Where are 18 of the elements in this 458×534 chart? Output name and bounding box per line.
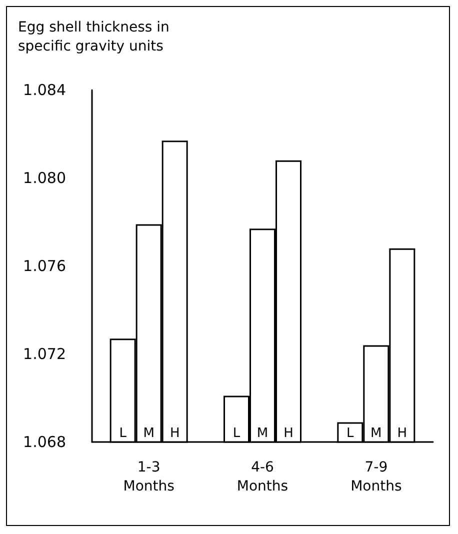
series-label: M bbox=[143, 426, 154, 441]
text: H bbox=[284, 426, 294, 441]
x-tick-label: 4-6 Months bbox=[236, 460, 288, 494]
y-tick-label: 1.080 bbox=[23, 169, 66, 187]
x-tick-label: 7-9 Months bbox=[350, 460, 402, 494]
text: L bbox=[346, 426, 354, 441]
y-axis-title: Egg shell thickness in specific gravity units bbox=[18, 20, 170, 54]
text: L bbox=[232, 426, 240, 441]
series-label: H bbox=[170, 426, 180, 441]
x-tick-label: 1-3 Months bbox=[123, 460, 174, 494]
text: M bbox=[370, 426, 382, 441]
y-tick-label: 1.072 bbox=[23, 345, 66, 363]
text: H bbox=[397, 426, 408, 441]
y-tick-label: 1.068 bbox=[23, 433, 66, 451]
text: M bbox=[256, 426, 268, 441]
series-label: L bbox=[119, 426, 128, 441]
y-tick-label: 1.084 bbox=[23, 81, 66, 99]
y-tick-label: 1.076 bbox=[23, 257, 66, 275]
